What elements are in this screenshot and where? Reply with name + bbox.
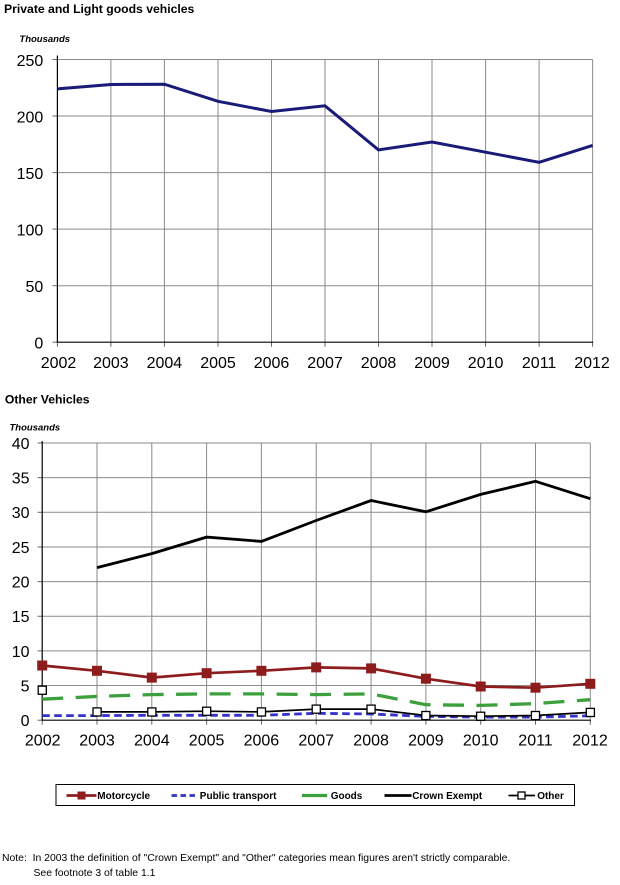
svg-text:2002: 2002	[41, 355, 77, 372]
svg-text:20: 20	[12, 575, 30, 592]
svg-text:See footnote 3 of table 1.1: See footnote 3 of table 1.1	[34, 868, 156, 879]
svg-text:Private and Light goods vehicl: Private and Light goods vehicles	[4, 2, 195, 16]
svg-text:2003: 2003	[79, 732, 115, 749]
svg-text:2006: 2006	[244, 732, 280, 749]
svg-text:100: 100	[17, 223, 44, 240]
svg-text:2007: 2007	[298, 732, 334, 749]
svg-text:2004: 2004	[147, 355, 183, 372]
svg-text:Motorcycle: Motorcycle	[97, 791, 150, 802]
svg-text:Public transport: Public transport	[200, 791, 277, 802]
svg-text:2011: 2011	[522, 355, 557, 372]
svg-text:250: 250	[17, 53, 44, 70]
svg-text:25: 25	[12, 540, 30, 557]
svg-text:2005: 2005	[189, 732, 225, 749]
svg-text:30: 30	[12, 505, 30, 522]
svg-text:2011: 2011	[518, 732, 553, 749]
svg-text:2009: 2009	[414, 355, 450, 372]
svg-text:2007: 2007	[307, 355, 343, 372]
svg-text:15: 15	[12, 609, 30, 626]
svg-text:5: 5	[21, 678, 30, 695]
svg-text:40: 40	[12, 436, 30, 453]
svg-text:2012: 2012	[572, 732, 608, 749]
svg-text:10: 10	[12, 644, 30, 661]
svg-text:2010: 2010	[463, 732, 499, 749]
svg-text:0: 0	[34, 335, 43, 352]
svg-text:Other: Other	[537, 791, 564, 802]
svg-text:35: 35	[12, 471, 30, 488]
svg-text:200: 200	[17, 109, 44, 126]
svg-text:Goods: Goods	[331, 791, 363, 802]
svg-text:2006: 2006	[254, 355, 290, 372]
svg-text:2008: 2008	[353, 732, 389, 749]
svg-text:2005: 2005	[200, 355, 236, 372]
svg-text:Thousands: Thousands	[10, 422, 61, 433]
svg-text:50: 50	[26, 279, 44, 296]
svg-text:2008: 2008	[361, 355, 397, 372]
svg-text:150: 150	[17, 166, 44, 183]
svg-text:2004: 2004	[134, 732, 170, 749]
svg-text:Thousands: Thousands	[19, 34, 70, 45]
svg-text:2010: 2010	[468, 355, 504, 372]
svg-text:Note: In 2003 the definition: Note: In 2003 the definition of "Crown E…	[2, 853, 510, 864]
svg-text:2003: 2003	[93, 355, 129, 372]
svg-text:Other Vehicles: Other Vehicles	[5, 393, 90, 407]
svg-text:2009: 2009	[408, 732, 444, 749]
svg-text:2002: 2002	[25, 732, 61, 749]
svg-text:0: 0	[21, 713, 30, 730]
svg-text:Crown Exempt: Crown Exempt	[412, 791, 483, 802]
svg-text:2012: 2012	[574, 355, 610, 372]
